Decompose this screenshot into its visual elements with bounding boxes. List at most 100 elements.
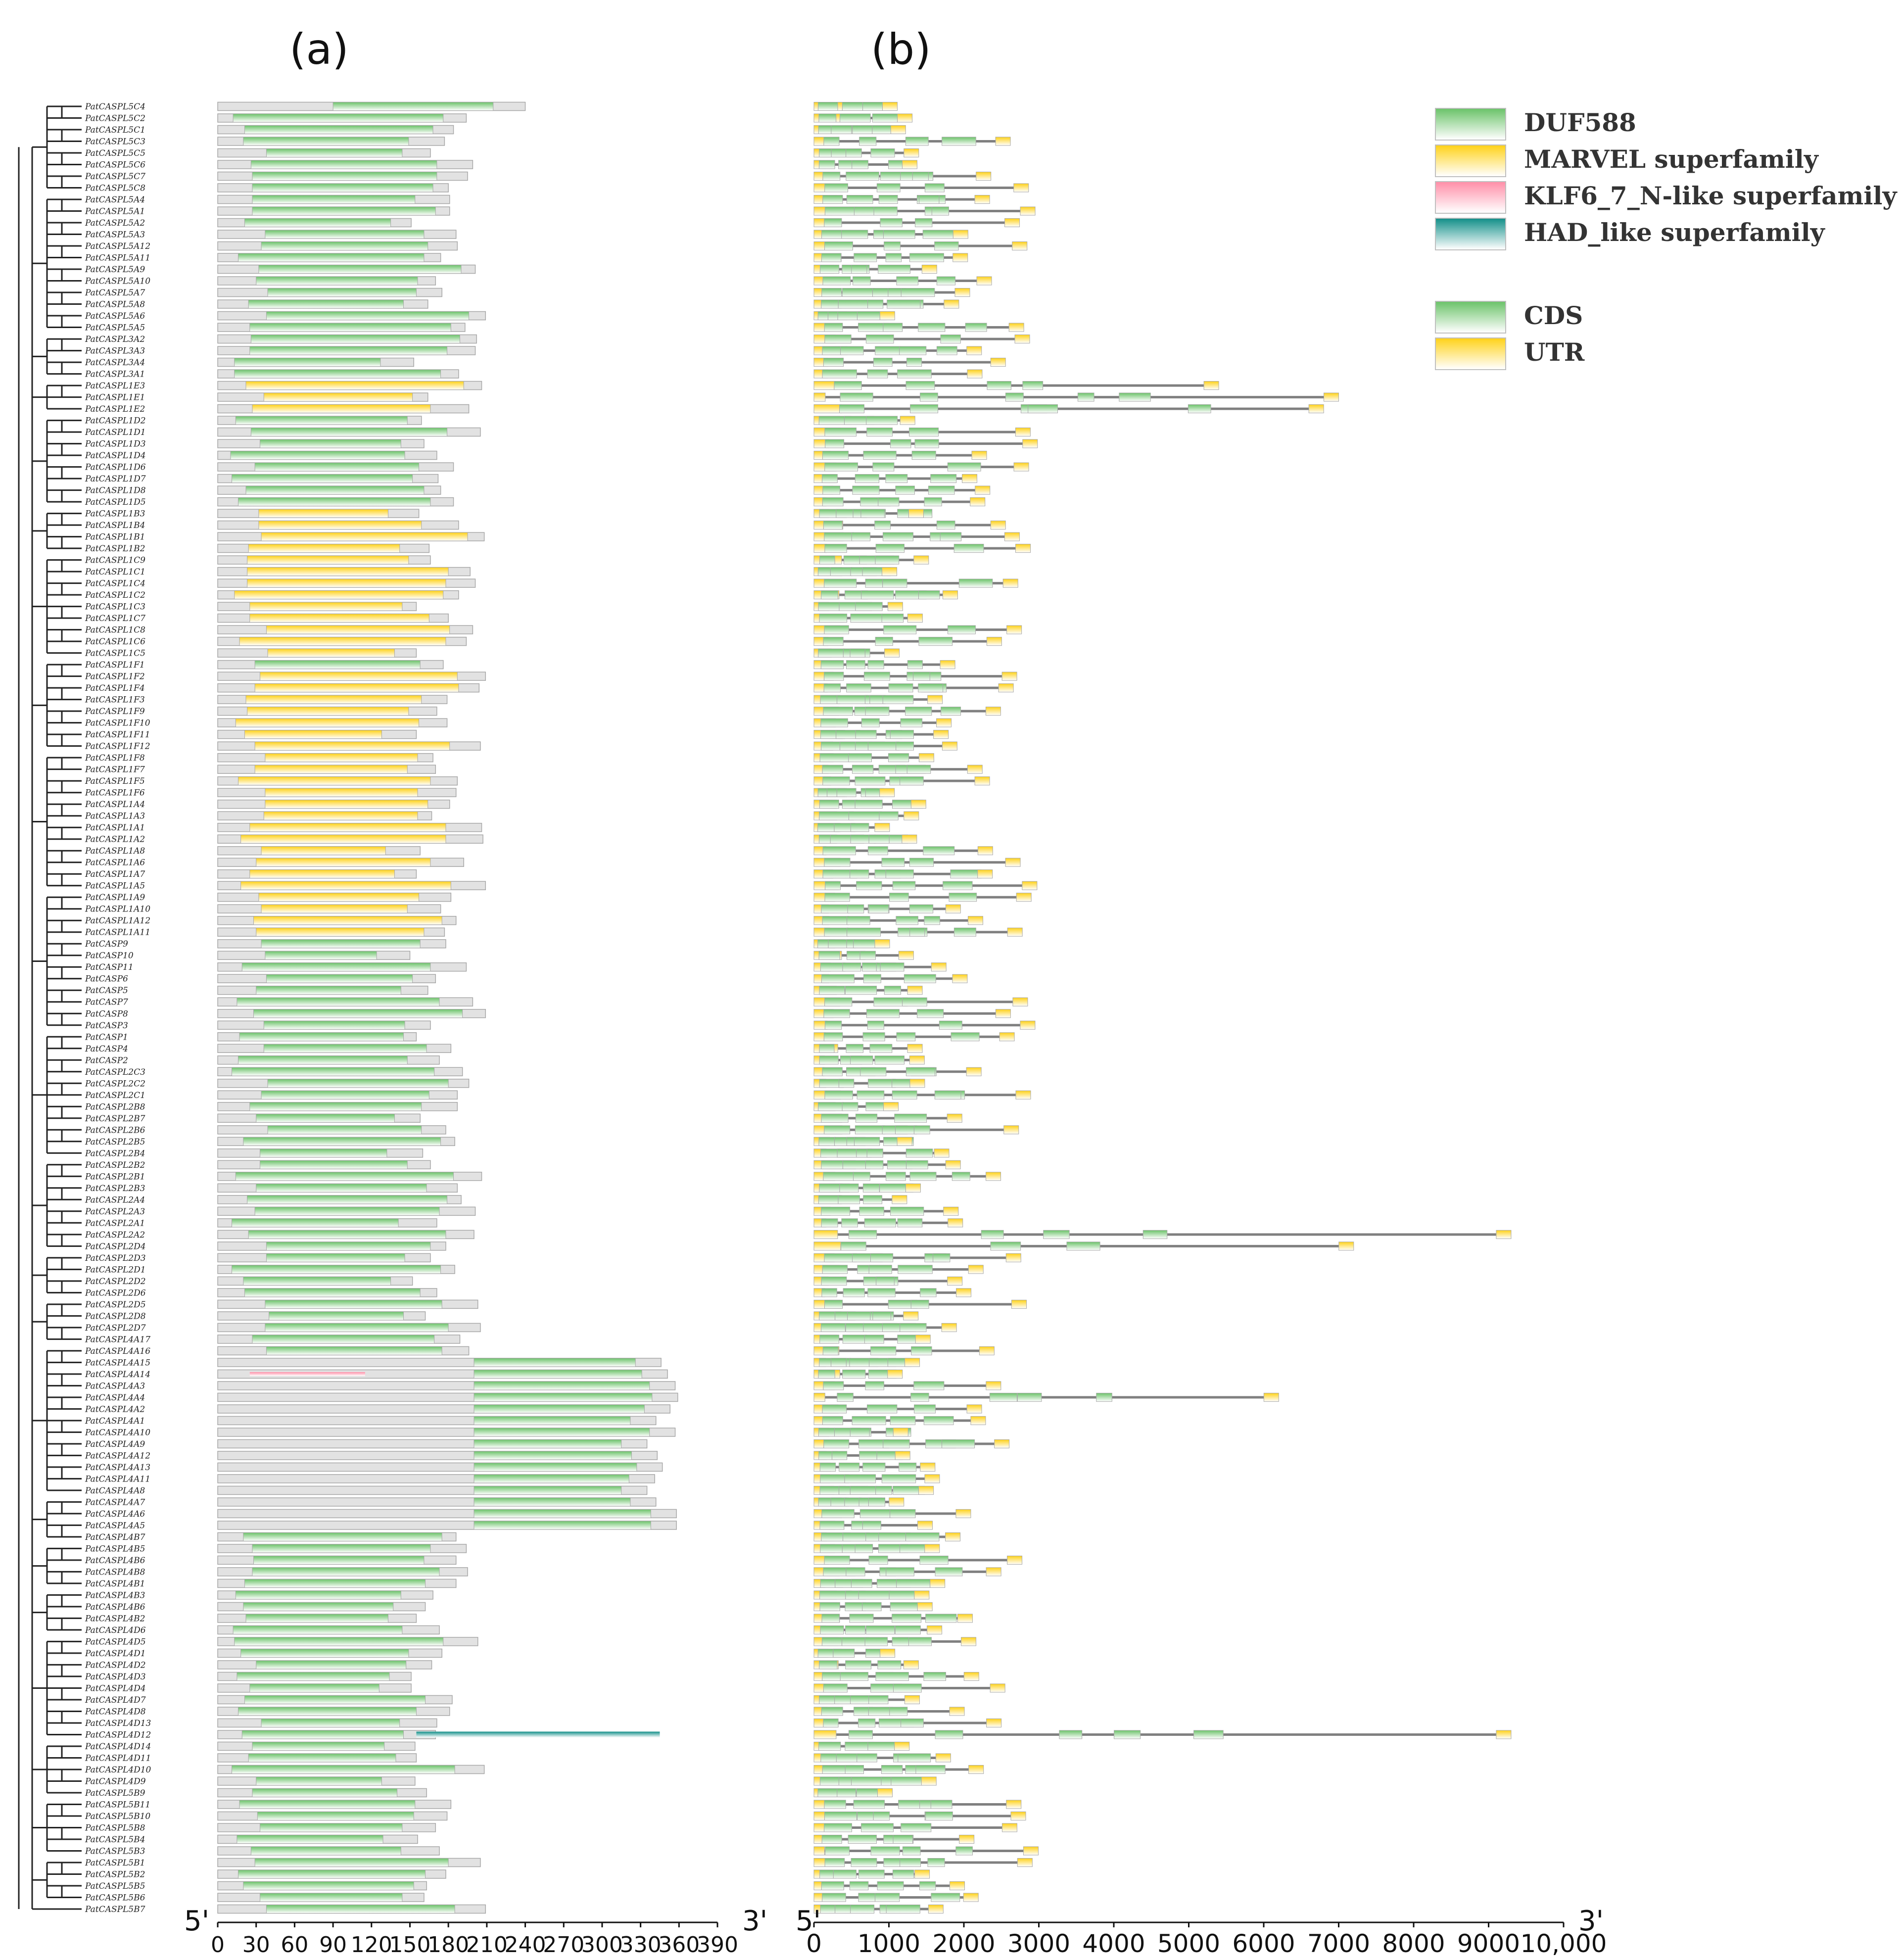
- cds-segment: [830, 567, 853, 576]
- utr-segment: [813, 1032, 826, 1042]
- cds-segment: [819, 1462, 836, 1472]
- cds-segment: [821, 1881, 844, 1890]
- cds-segment: [819, 1335, 840, 1344]
- utr-segment: [985, 707, 1001, 716]
- protein-domain: [248, 1753, 396, 1763]
- utr-segment: [963, 1893, 979, 1902]
- cds-segment: [824, 335, 852, 344]
- gene-label: PatCASPL5C6: [85, 160, 145, 170]
- cds-segment: [872, 1311, 892, 1321]
- gene-label: PatCASPL5B9: [85, 1788, 145, 1798]
- cds-segment: [877, 1881, 904, 1890]
- cds-segment: [906, 358, 922, 367]
- cds-segment: [851, 1776, 885, 1786]
- protein-domain: [266, 1242, 431, 1251]
- cds-segment: [824, 858, 851, 867]
- protein-domain: [233, 113, 444, 123]
- cds-segment: [953, 927, 976, 937]
- cds-segment: [861, 718, 880, 727]
- protein-domain: [265, 230, 425, 239]
- cds-segment: [897, 369, 932, 379]
- utr-segment: [1022, 881, 1038, 890]
- protein-domain: [238, 1055, 408, 1065]
- utr-segment: [1013, 462, 1029, 472]
- utr-segment: [936, 718, 952, 727]
- gene-label: PatCASPL1A12: [85, 916, 150, 926]
- cds-segment: [914, 439, 939, 448]
- protein-domain: [238, 776, 431, 786]
- protein-domain: [231, 1265, 441, 1274]
- cds-segment: [890, 439, 911, 448]
- gene-label: PatCASPL2B7: [85, 1114, 145, 1124]
- cds-segment: [846, 1044, 864, 1053]
- cds-segment: [855, 1113, 878, 1123]
- cds-segment: [822, 1346, 839, 1355]
- protein-domain: [254, 1858, 449, 1867]
- cds-segment: [824, 544, 847, 553]
- utr-segment: [968, 1265, 984, 1274]
- cds-segment: [819, 800, 839, 809]
- cds-segment: [936, 346, 957, 355]
- cds-segment: [905, 1532, 940, 1541]
- axis-a-tick-label: 90: [319, 1932, 347, 1958]
- gene-label: PatCASPL2B8: [85, 1102, 145, 1112]
- gene-label: PatCASPL4B3: [85, 1590, 145, 1600]
- cds-segment: [818, 951, 840, 960]
- gene-label: PatCASPL1D1: [85, 428, 146, 437]
- protein-domain: [231, 474, 413, 483]
- gene-label: PatCASPL4B2: [85, 1614, 145, 1624]
- cds-segment: [904, 974, 936, 983]
- utr-segment: [895, 1451, 910, 1460]
- cds-segment: [887, 299, 921, 309]
- cds-segment: [843, 1288, 865, 1297]
- gene-label: PatCASPL2A3: [85, 1207, 145, 1217]
- cds-segment: [902, 1846, 921, 1856]
- protein-domain: [474, 1451, 632, 1460]
- cds-segment: [891, 1776, 923, 1786]
- utr-segment: [998, 683, 1014, 693]
- cds-segment: [842, 962, 861, 972]
- cds-segment: [884, 241, 901, 251]
- utr-segment: [882, 567, 898, 576]
- cds-segment: [875, 1672, 909, 1681]
- gene-label: PatCASPL1C7: [85, 614, 145, 623]
- utr-segment: [913, 555, 929, 565]
- cds-segment: [867, 660, 884, 669]
- utr-segment: [921, 1776, 937, 1786]
- cds-segment: [847, 904, 864, 913]
- gene-label: PatCASPL5B8: [85, 1823, 145, 1833]
- cds-segment: [846, 660, 865, 669]
- cds-segment: [851, 532, 871, 541]
- cds-segment: [839, 113, 871, 123]
- protein-domain: [239, 637, 446, 646]
- cds-segment: [878, 265, 911, 274]
- protein-domain: [237, 1834, 383, 1844]
- cds-segment: [821, 1834, 842, 1844]
- utr-segment: [999, 1032, 1015, 1042]
- cds-segment: [867, 299, 884, 309]
- gene-label: PatCASPL1B2: [85, 544, 145, 554]
- cds-segment: [850, 1428, 870, 1437]
- utr-segment: [933, 730, 949, 739]
- cds-segment: [899, 346, 927, 355]
- cds-segment: [859, 1206, 884, 1216]
- gene-label: PatCASPL1F5: [85, 776, 145, 786]
- gene-label: PatCASPL1A10: [85, 905, 150, 914]
- cds-segment: [837, 695, 869, 704]
- utr-segment: [883, 1102, 899, 1111]
- gene-label: PatCASPL1D5: [85, 497, 146, 507]
- utr-segment: [884, 648, 900, 658]
- cds-segment: [892, 1090, 917, 1100]
- utr-segment: [924, 1474, 940, 1483]
- gene-label: PatCASP1: [85, 1032, 128, 1042]
- protein-domain: [256, 1660, 407, 1670]
- protein-domain: [261, 532, 468, 541]
- cds-segment: [934, 241, 959, 251]
- cds-segment: [890, 1206, 924, 1216]
- gene-label: PatCASPL1D3: [85, 439, 146, 449]
- gene-label: PatCASPL2C1: [85, 1091, 145, 1100]
- gene-label: PatCASP5: [85, 986, 128, 996]
- cds-segment: [905, 707, 932, 716]
- cds-segment: [865, 335, 894, 344]
